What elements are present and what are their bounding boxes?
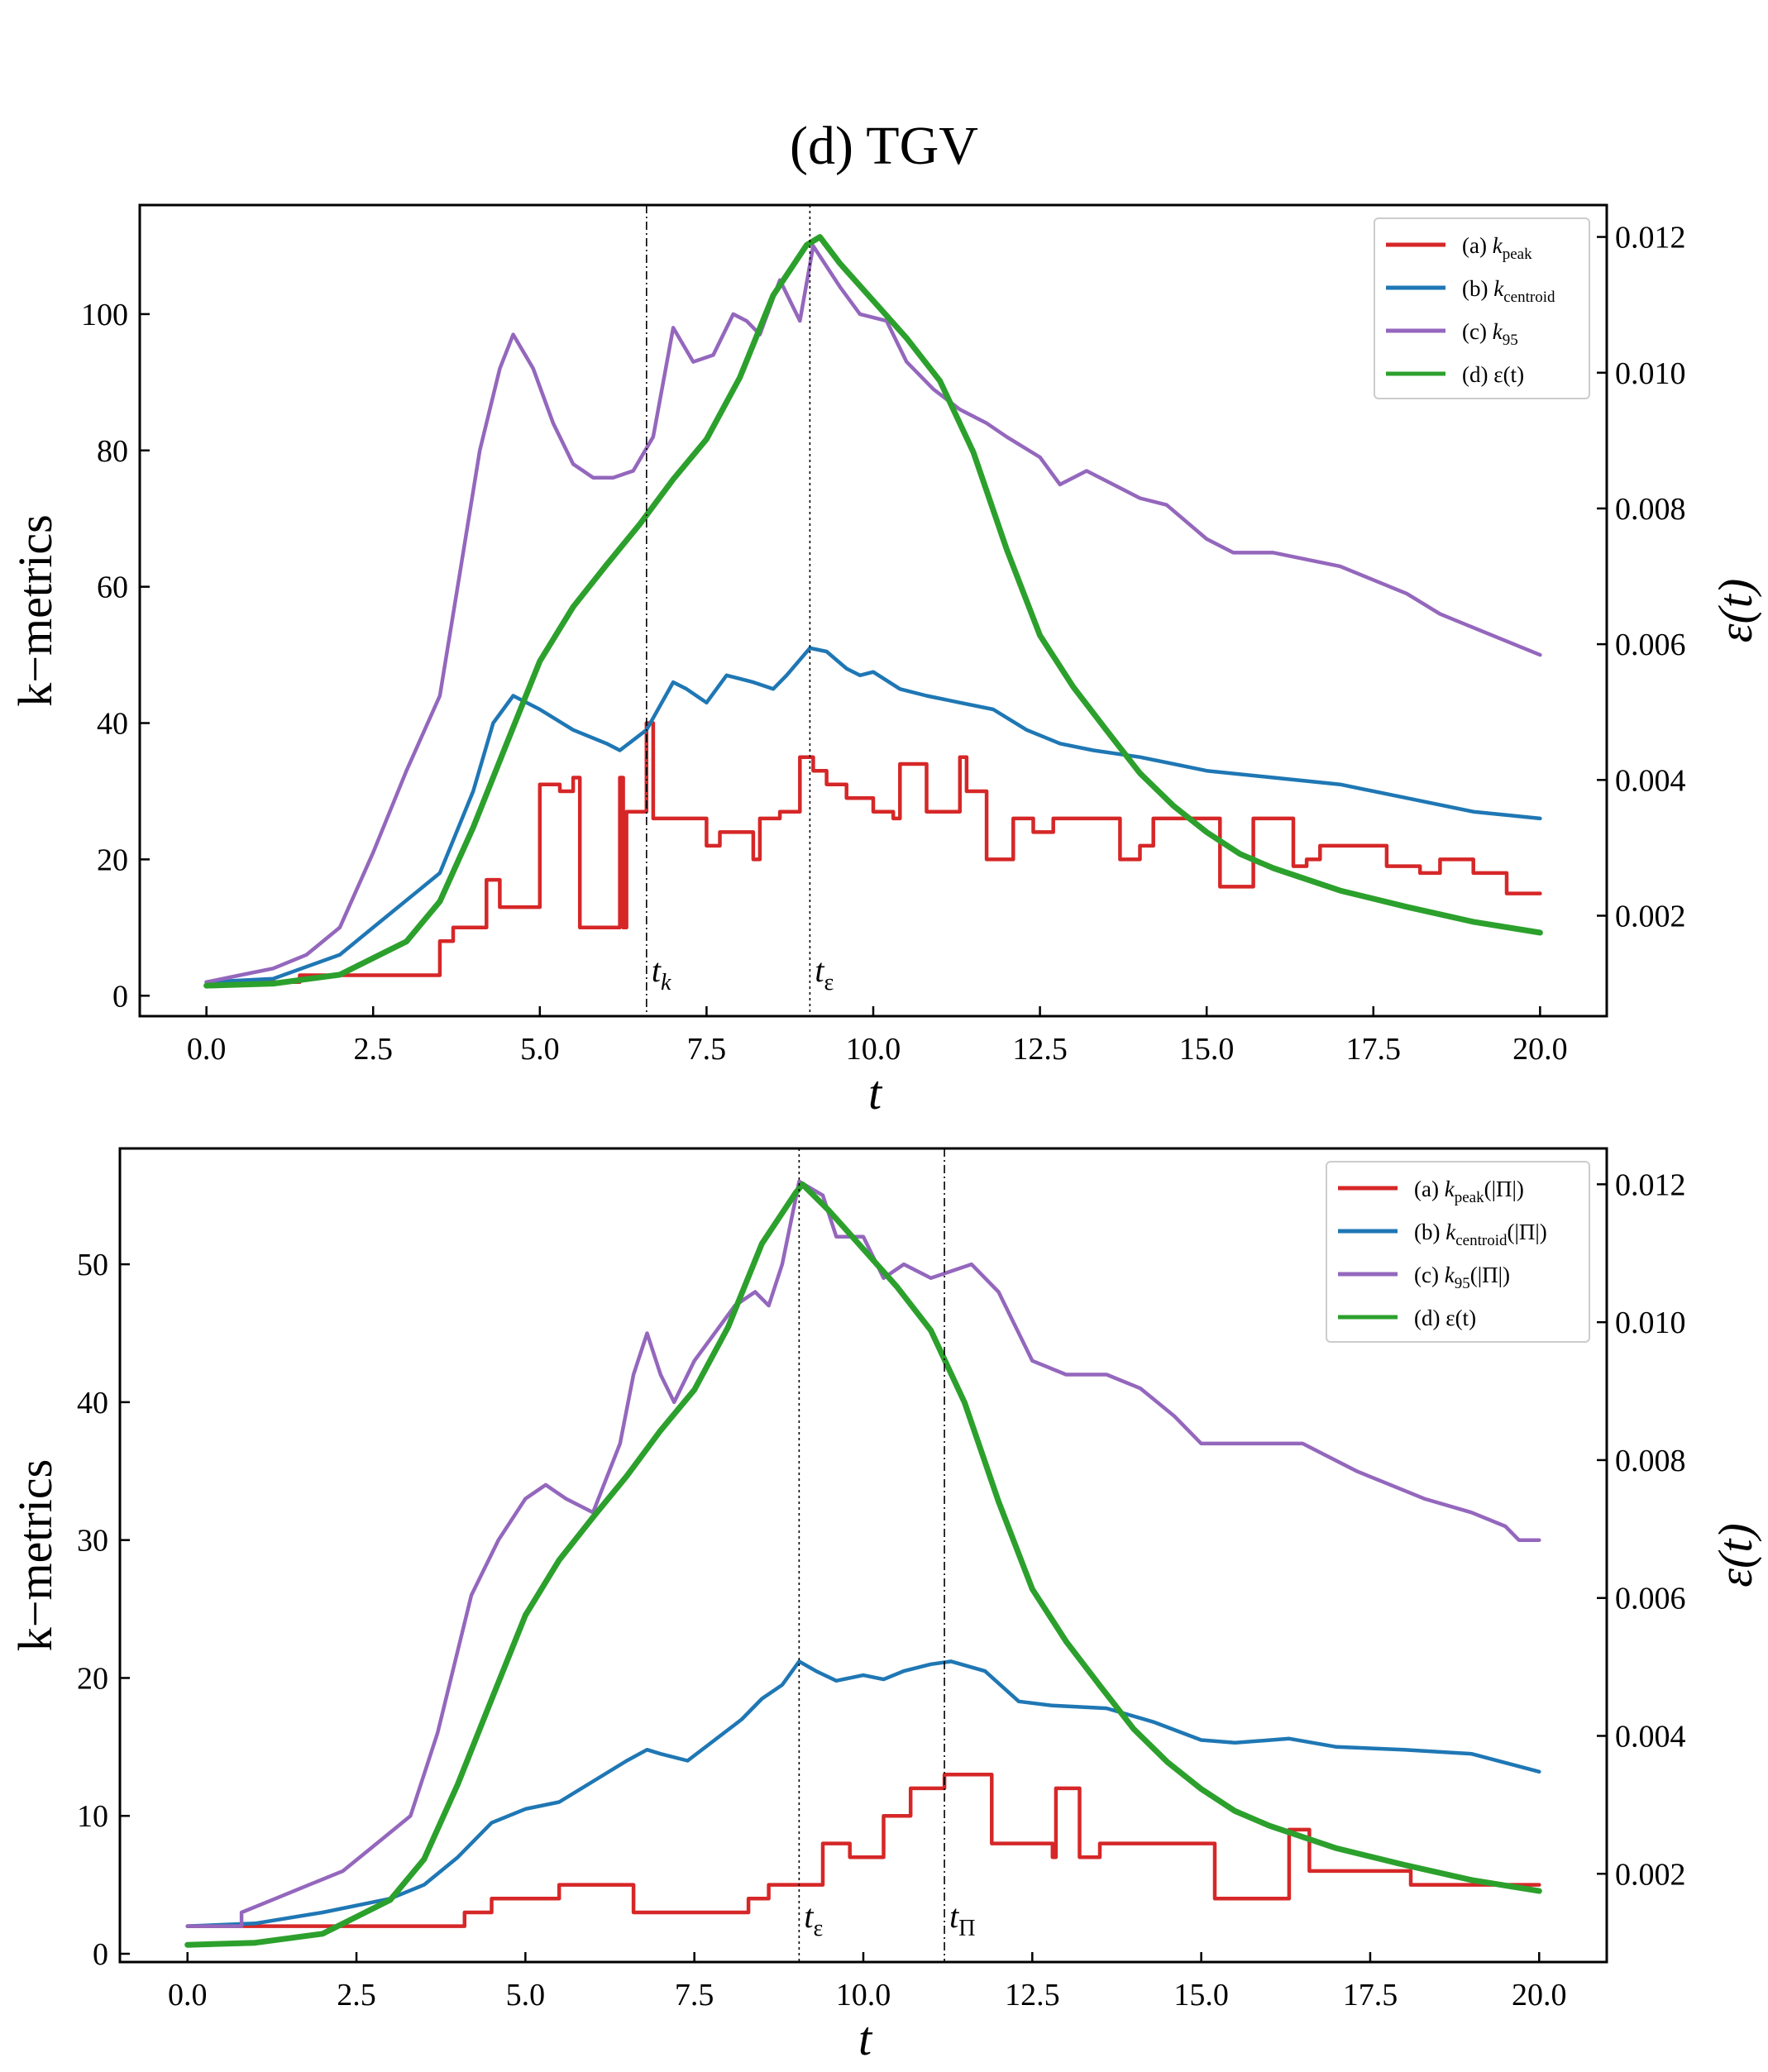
x-tick-label: 15.0 (1173, 1978, 1229, 2012)
y2-tick-label: 0.004 (1615, 763, 1686, 798)
y2-tick-label: 0.008 (1615, 1444, 1686, 1478)
legend-entry-k95: (c) k95(|Π|) (1338, 1263, 1510, 1292)
y-tick-label: 20 (97, 843, 128, 877)
y-axis-label: k−metrics (8, 514, 62, 706)
marker-label: tε (804, 1898, 823, 1941)
y-axis-label: k−metrics (8, 1459, 62, 1651)
x-tick-label: 7.5 (687, 1032, 727, 1067)
y2-axis-label: ε(t) (1708, 579, 1762, 643)
y-tick-label: 40 (77, 1386, 108, 1420)
y2-tick-label: 0.012 (1615, 221, 1686, 255)
y2-tick-label: 0.012 (1615, 1167, 1686, 1202)
y2-tick-label: 0.010 (1615, 1306, 1686, 1340)
y-tick-label: 100 (81, 298, 128, 332)
legend-label: (a) kpeak(|Π|) (1414, 1177, 1524, 1206)
series-group (184, 1179, 1542, 1948)
y2-tick-label: 0.002 (1615, 1857, 1686, 1892)
legend-label: (c) k95(|Π|) (1414, 1263, 1510, 1292)
figure-title: (d) TGV (790, 116, 978, 176)
x-tick-label: 2.5 (353, 1032, 393, 1067)
x-tick-label: 17.5 (1346, 1032, 1402, 1067)
legend-entry-eps: (d) ε(t) (1338, 1306, 1476, 1330)
legend-entry-peak: (a) kpeak(|Π|) (1338, 1177, 1524, 1206)
y-tick-label: 20 (77, 1661, 108, 1696)
legend-entry-eps: (d) ε(t) (1386, 362, 1524, 387)
legend: (a) kpeak(|Π|) (b) kcentroid(|Π|) (c) k95(… (1326, 1161, 1590, 1343)
legend-label: (b) kcentroid(|Π|) (1414, 1220, 1547, 1249)
y-tick-label: 50 (77, 1248, 108, 1282)
legend-entry-centroid: (b) kcentroid(|Π|) (1338, 1220, 1547, 1249)
panel-bottom: tε tΠ 0.0 2.5 5.0 7.5 10.0 12.5 15.0 17.5 20.0 0 10 2… (8, 1147, 1762, 2065)
x-axis-label: t (868, 1066, 883, 1120)
legend-entry-peak: (a) kpeak (1386, 233, 1532, 263)
y2-tick-label: 0.004 (1615, 1719, 1686, 1754)
series-line-k95 (185, 1179, 1541, 1928)
x-tick-label: 7.5 (675, 1978, 714, 2012)
series-line-k95 (204, 244, 1542, 985)
legend-label: (c) k95 (1462, 319, 1518, 349)
marker-label: tΠ (949, 1898, 975, 1941)
x-tick-label: 15.0 (1179, 1032, 1235, 1067)
x-tick-label: 10.0 (836, 1978, 891, 2012)
x-tick-label: 0.0 (168, 1978, 208, 2012)
legend-box (1326, 1161, 1590, 1343)
y2-axis-label: ε(t) (1708, 1523, 1762, 1587)
y-tick-label: 0 (93, 1937, 108, 1972)
y-tick-label: 10 (77, 1799, 108, 1834)
series-line-eps (203, 234, 1543, 989)
y2-tick-label: 0.010 (1615, 356, 1686, 391)
legend-label: (d) ε(t) (1414, 1306, 1476, 1330)
legend-entry-centroid: (b) kcentroid (1386, 276, 1555, 306)
y-tick-label: 80 (97, 434, 128, 469)
x-tick-label: 5.0 (520, 1032, 560, 1067)
x-tick-label: 20.0 (1512, 1032, 1568, 1067)
marker-label: tk (652, 952, 671, 995)
x-tick-label: 12.5 (1005, 1978, 1060, 2012)
series-line-centroid (185, 1659, 1541, 1928)
y2-tick-label: 0.006 (1615, 628, 1686, 662)
x-tick-label: 5.0 (506, 1978, 546, 2012)
y2-tick-label: 0.008 (1615, 492, 1686, 527)
x-tick-label: 10.0 (846, 1032, 901, 1067)
series-line-peak (204, 721, 1542, 985)
series-group (203, 234, 1543, 989)
x-tick-label: 0.0 (187, 1032, 227, 1067)
series-line-peak (185, 1772, 1541, 1928)
panel-top: tk tε 0.0 2.5 5.0 7.5 10.0 12.5 15.0 17.5 20.0 0 20 4… (8, 203, 1762, 1120)
x-tick-label: 20.0 (1512, 1978, 1567, 2012)
legend-label: (b) kcentroid (1462, 276, 1555, 306)
y-tick-label: 0 (112, 979, 128, 1014)
legend: (a) kpeak (b) kcentroid (c) k95 (d) ε(t) (1374, 217, 1590, 399)
x-tick-label: 17.5 (1343, 1978, 1398, 2012)
x-axis-label: t (858, 2012, 873, 2065)
legend-label: (d) ε(t) (1462, 362, 1524, 387)
legend-box (1374, 217, 1590, 399)
legend-entry-k95: (c) k95 (1386, 319, 1518, 349)
x-tick-label: 12.5 (1012, 1032, 1068, 1067)
y-tick-label: 30 (77, 1524, 108, 1559)
legend-label: (a) kpeak (1462, 233, 1532, 263)
x-tick-label: 2.5 (337, 1978, 376, 2012)
marker-label: tε (815, 952, 834, 995)
y-tick-label: 40 (97, 707, 128, 742)
y2-tick-label: 0.006 (1615, 1582, 1686, 1616)
series-line-eps (184, 1181, 1542, 1948)
y2-tick-label: 0.002 (1615, 900, 1686, 934)
y-tick-label: 60 (97, 571, 128, 605)
series-line-centroid (204, 646, 1542, 985)
